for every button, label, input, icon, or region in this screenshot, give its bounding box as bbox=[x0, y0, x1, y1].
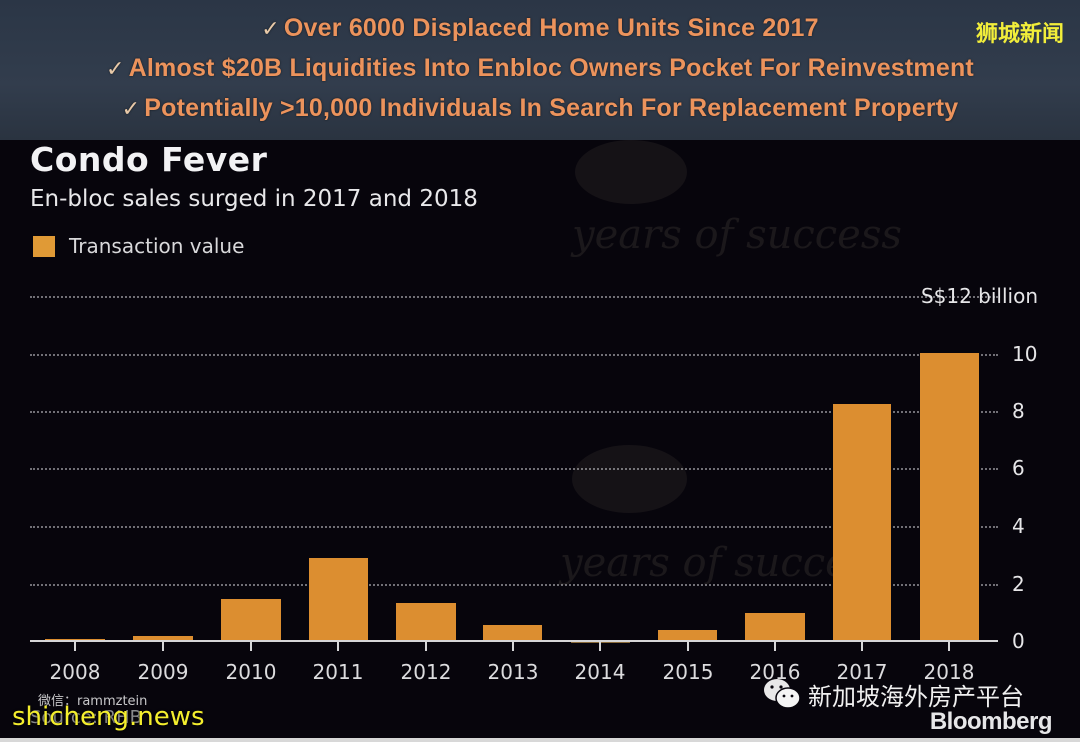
x-label-2012: 2012 bbox=[400, 660, 452, 684]
bar-2012 bbox=[396, 603, 456, 641]
x-tick-mark bbox=[599, 642, 601, 651]
check-icon: ✓ bbox=[261, 16, 280, 41]
y-tick-8: 8 bbox=[1012, 399, 1025, 423]
legend: Transaction value bbox=[33, 234, 244, 258]
bar-2018 bbox=[920, 353, 979, 641]
y-tick-6: 6 bbox=[1012, 456, 1025, 480]
banner-line-2: ✓ Almost $20B Liquidities Into Enbloc Own… bbox=[0, 54, 1080, 83]
gridline-6 bbox=[30, 468, 998, 470]
bottom-edge bbox=[0, 738, 1080, 742]
bloomberg-logo: Bloomberg bbox=[929, 708, 1053, 735]
check-icon: ✓ bbox=[121, 96, 141, 121]
gridline-12 bbox=[30, 296, 998, 298]
x-label-2018: 2018 bbox=[923, 660, 975, 684]
x-label-2011: 2011 bbox=[312, 660, 364, 684]
wechat-account-name: 新加坡海外房产平台 bbox=[808, 682, 1024, 711]
y-tick-10: 10 bbox=[1012, 342, 1038, 366]
x-tick-mark bbox=[162, 642, 164, 651]
x-tick-mark bbox=[74, 642, 76, 651]
legend-label: Transaction value bbox=[69, 234, 245, 258]
top-banner: ✓ Over 6000 Displaced Home Units Since 20… bbox=[0, 0, 1080, 140]
x-label-2010: 2010 bbox=[225, 660, 277, 684]
x-label-2013: 2013 bbox=[487, 660, 539, 684]
wechat-icon bbox=[764, 679, 801, 709]
banner-line-1: ✓ Over 6000 Displaced Home Units Since 20… bbox=[0, 14, 1080, 43]
x-tick-mark bbox=[425, 642, 427, 651]
banner-line-2-text: Almost $20B Liquidities Into Enbloc Owne… bbox=[128, 54, 974, 82]
source-note: Source: RHB bbox=[30, 707, 142, 728]
bar-2009 bbox=[133, 636, 193, 641]
x-tick-mark bbox=[512, 642, 514, 651]
site-watermark: shicheng.news bbox=[12, 702, 205, 732]
x-tick-mark bbox=[948, 642, 950, 651]
bar-2011 bbox=[309, 558, 368, 641]
wechat-id-note: 微信：rammztein bbox=[38, 694, 148, 709]
banner-line-1-text: Over 6000 Displaced Home Units Since 201… bbox=[283, 14, 819, 42]
gridline-8 bbox=[30, 411, 998, 413]
x-tick-mark bbox=[861, 642, 863, 651]
x-label-2008: 2008 bbox=[49, 660, 101, 684]
x-tick-mark bbox=[337, 642, 339, 651]
bar-2016 bbox=[745, 613, 805, 641]
x-axis-line bbox=[30, 640, 998, 642]
y-tick-4: 4 bbox=[1012, 514, 1025, 538]
banner-line-3: ✓ Potentially >10,000 Individuals In Sear… bbox=[0, 94, 1080, 123]
x-label-2014: 2014 bbox=[574, 660, 626, 684]
gridline-10 bbox=[30, 354, 998, 356]
y-tick-0: 0 bbox=[1012, 629, 1025, 653]
chart-title: Condo Fever bbox=[30, 140, 268, 179]
bar-2017 bbox=[833, 404, 891, 641]
news-logo: 狮城新闻 bbox=[975, 22, 1064, 47]
bar-2013 bbox=[483, 625, 542, 641]
x-label-2017: 2017 bbox=[836, 660, 888, 684]
gridline-2 bbox=[30, 584, 998, 586]
bar-2010 bbox=[221, 599, 281, 641]
chart-subtitle: En-bloc sales surged in 2017 and 2018 bbox=[30, 186, 478, 212]
y-tick-2: 2 bbox=[1012, 572, 1025, 596]
wechat-account: 新加坡海外房产平台 bbox=[762, 676, 1024, 712]
gridline-4 bbox=[30, 526, 998, 528]
x-tick-mark bbox=[687, 642, 689, 651]
x-tick-mark bbox=[774, 642, 776, 651]
bar-2015 bbox=[658, 630, 717, 641]
x-label-2015: 2015 bbox=[662, 660, 714, 684]
banner-line-3-text: Potentially >10,000 Individuals In Searc… bbox=[144, 94, 959, 122]
y-axis-unit: S$12 billion bbox=[920, 284, 1038, 308]
check-icon: ✓ bbox=[106, 56, 125, 81]
x-tick-mark bbox=[250, 642, 252, 651]
x-label-2009: 2009 bbox=[137, 660, 189, 684]
legend-swatch bbox=[33, 235, 55, 257]
